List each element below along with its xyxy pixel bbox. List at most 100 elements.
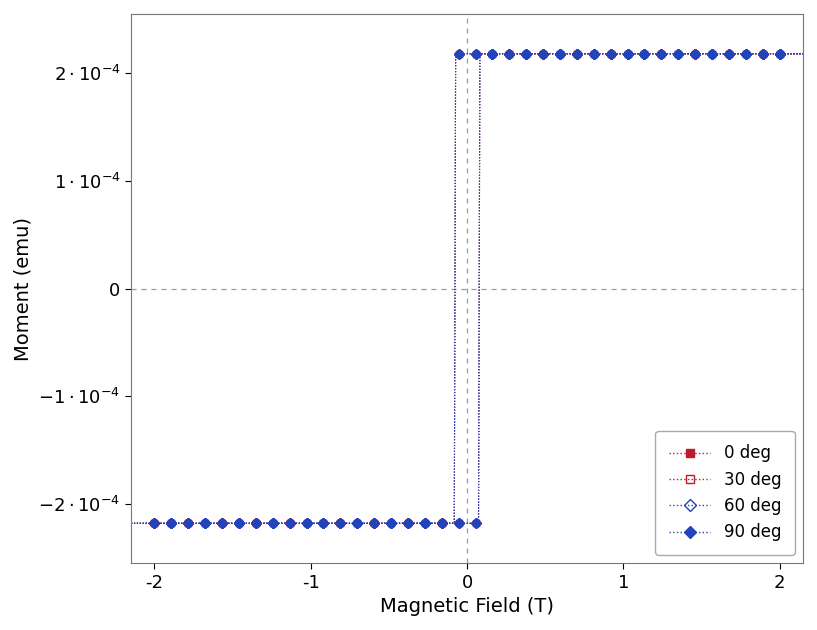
- 0 deg: [369, 520, 379, 527]
- 30 deg: [352, 520, 362, 527]
- 60 deg: [555, 50, 565, 57]
- 90 deg: [538, 50, 548, 57]
- 60 deg: [572, 50, 582, 57]
- 60 deg: [200, 520, 210, 527]
- 60 deg: [386, 520, 396, 527]
- 30 deg: [605, 50, 615, 57]
- 90 deg: [673, 50, 683, 57]
- 0 deg: [150, 520, 159, 527]
- 0 deg: [420, 520, 430, 527]
- 30 deg: [251, 520, 261, 527]
- 90 deg: [369, 520, 379, 527]
- 60 deg: [301, 520, 311, 527]
- 30 deg: [319, 520, 328, 527]
- 90 deg: [640, 50, 650, 57]
- 90 deg: [572, 50, 582, 57]
- 30 deg: [200, 520, 210, 527]
- 30 deg: [758, 50, 768, 57]
- 60 deg: [673, 50, 683, 57]
- 30 deg: [741, 50, 751, 57]
- 60 deg: [741, 50, 751, 57]
- Y-axis label: Moment (emu): Moment (emu): [14, 217, 33, 360]
- 0 deg: [453, 50, 463, 57]
- 60 deg: [538, 50, 548, 57]
- 60 deg: [724, 50, 734, 57]
- Legend: 0 deg, 30 deg, 60 deg, 90 deg: 0 deg, 30 deg, 60 deg, 90 deg: [655, 431, 795, 555]
- 90 deg: [504, 50, 514, 57]
- 90 deg: [420, 520, 430, 527]
- 30 deg: [301, 520, 311, 527]
- 0 deg: [183, 520, 193, 527]
- 60 deg: [369, 520, 379, 527]
- 0 deg: [200, 520, 210, 527]
- 60 deg: [775, 50, 784, 57]
- 90 deg: [183, 520, 193, 527]
- 0 deg: [488, 50, 498, 57]
- 0 deg: [690, 50, 700, 57]
- 60 deg: [453, 50, 463, 57]
- 90 deg: [251, 520, 261, 527]
- 30 deg: [589, 50, 599, 57]
- 0 deg: [352, 520, 362, 527]
- 90 deg: [268, 520, 278, 527]
- 60 deg: [504, 50, 514, 57]
- 90 deg: [690, 50, 700, 57]
- 30 deg: [488, 50, 498, 57]
- 30 deg: [403, 520, 413, 527]
- 30 deg: [708, 50, 717, 57]
- 60 deg: [605, 50, 615, 57]
- 30 deg: [167, 520, 176, 527]
- 60 deg: [217, 520, 227, 527]
- Line: 90 deg: 90 deg: [151, 50, 784, 527]
- 90 deg: [724, 50, 734, 57]
- 30 deg: [555, 50, 565, 57]
- 90 deg: [758, 50, 768, 57]
- 60 deg: [336, 520, 346, 527]
- 30 deg: [640, 50, 650, 57]
- 0 deg: [589, 50, 599, 57]
- 0 deg: [724, 50, 734, 57]
- 30 deg: [268, 520, 278, 527]
- 90 deg: [488, 50, 498, 57]
- 0 deg: [285, 520, 295, 527]
- 0 deg: [504, 50, 514, 57]
- 0 deg: [538, 50, 548, 57]
- 0 deg: [403, 520, 413, 527]
- 90 deg: [352, 520, 362, 527]
- 30 deg: [336, 520, 346, 527]
- 30 deg: [150, 520, 159, 527]
- 0 deg: [572, 50, 582, 57]
- 60 deg: [285, 520, 295, 527]
- 30 deg: [369, 520, 379, 527]
- 30 deg: [437, 520, 447, 527]
- 0 deg: [251, 520, 261, 527]
- 30 deg: [234, 520, 243, 527]
- 60 deg: [234, 520, 243, 527]
- 60 deg: [403, 520, 413, 527]
- 90 deg: [301, 520, 311, 527]
- 30 deg: [471, 50, 480, 57]
- 30 deg: [657, 50, 667, 57]
- 90 deg: [437, 520, 447, 527]
- 60 deg: [319, 520, 328, 527]
- 60 deg: [640, 50, 650, 57]
- 0 deg: [605, 50, 615, 57]
- X-axis label: Magnetic Field (T): Magnetic Field (T): [380, 597, 554, 616]
- 30 deg: [285, 520, 295, 527]
- 60 deg: [708, 50, 717, 57]
- 0 deg: [775, 50, 784, 57]
- 90 deg: [386, 520, 396, 527]
- 30 deg: [217, 520, 227, 527]
- 90 deg: [403, 520, 413, 527]
- Line: 0 deg: 0 deg: [151, 50, 784, 527]
- 0 deg: [471, 50, 480, 57]
- 0 deg: [437, 520, 447, 527]
- 0 deg: [758, 50, 768, 57]
- 60 deg: [352, 520, 362, 527]
- 90 deg: [167, 520, 176, 527]
- 90 deg: [623, 50, 632, 57]
- 30 deg: [690, 50, 700, 57]
- 0 deg: [673, 50, 683, 57]
- 0 deg: [336, 520, 346, 527]
- 60 deg: [150, 520, 159, 527]
